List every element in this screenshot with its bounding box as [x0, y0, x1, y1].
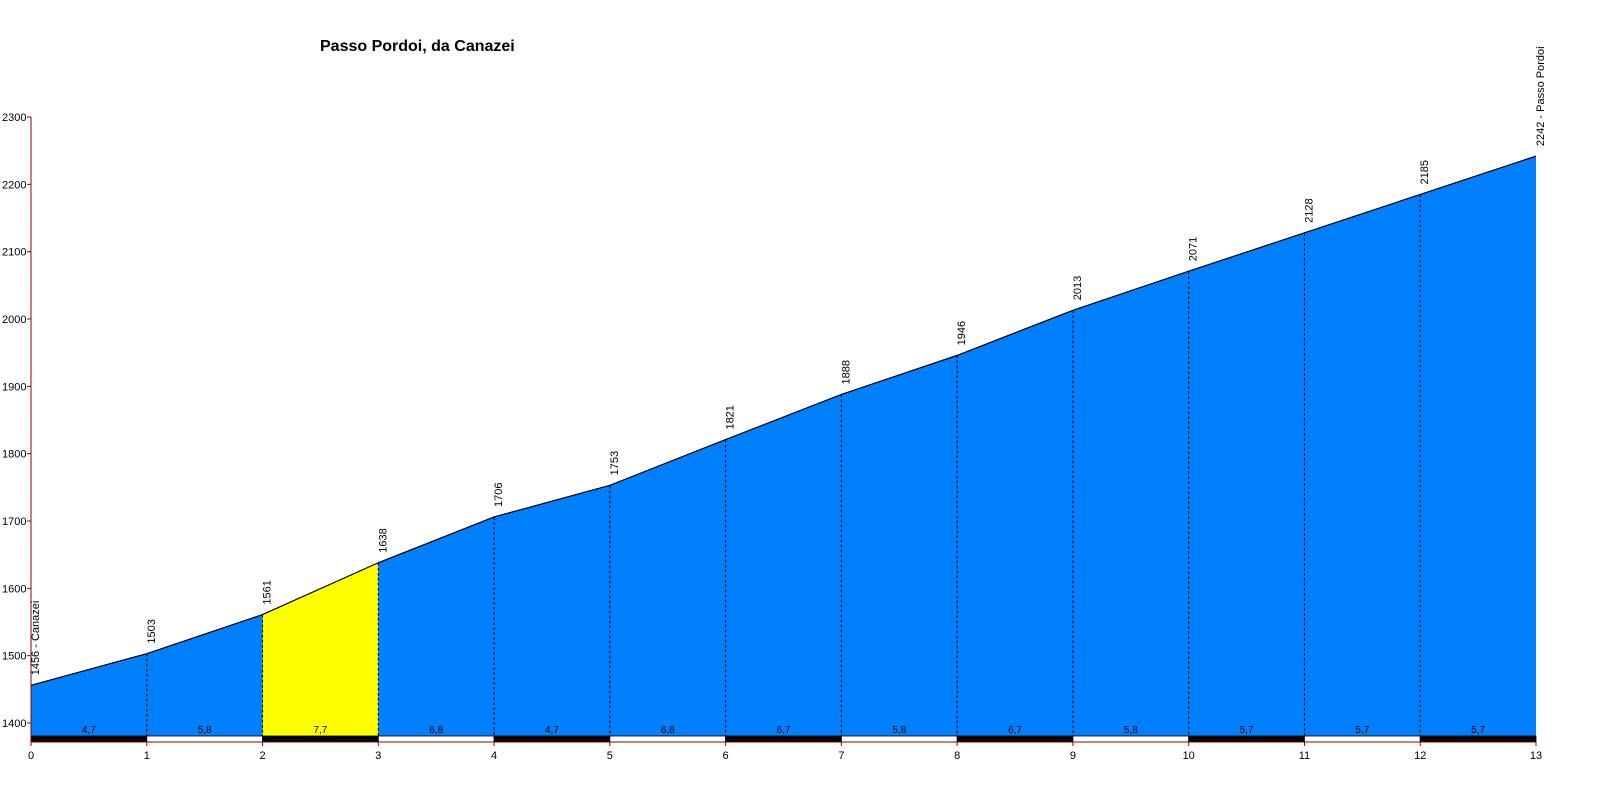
gradient-bar-segment-7 — [840, 735, 958, 743]
x-tick-label-7: 7 — [838, 750, 844, 762]
segment-fill-5 — [609, 439, 726, 736]
chart-title: Passo Pordoi, da Canazei — [320, 38, 515, 55]
elevation-label-13: 2242 - Passo Pordoi — [1535, 46, 1547, 146]
gradient-label-9: 5,8 — [1124, 725, 1138, 736]
y-tick-label-1: 1500 — [2, 651, 26, 663]
segment-fill-2 — [262, 562, 379, 736]
y-tick-label-2: 1600 — [2, 583, 26, 595]
elevation-label-7: 1888 — [840, 360, 852, 384]
elevation-label-2: 1561 — [262, 580, 274, 604]
y-tick-label-9: 2300 — [2, 112, 26, 124]
x-tick-label-6: 6 — [723, 750, 729, 762]
gradient-bar-segment-6 — [725, 735, 842, 743]
gradient-bar-segment-12 — [1419, 735, 1537, 743]
gradient-bar-segment-2 — [262, 735, 379, 743]
x-tick-label-3: 3 — [375, 750, 381, 762]
y-tick-label-7: 2100 — [2, 247, 26, 259]
gradient-label-12: 5,7 — [1471, 725, 1485, 736]
elevation-label-9: 2013 — [1072, 276, 1084, 300]
gradient-label-10: 5,7 — [1240, 725, 1254, 736]
gradient-bar-segment-1 — [146, 735, 263, 743]
gradient-bar-segment-0 — [30, 735, 148, 743]
x-tick-label-13: 13 — [1530, 750, 1542, 762]
gradient-label-0: 4,7 — [82, 725, 96, 736]
gradient-bar-segment-10 — [1188, 735, 1305, 743]
y-tick-label-5: 1900 — [2, 381, 26, 393]
segment-fill-11 — [1304, 194, 1421, 737]
gradient-bar-segment-9 — [1072, 735, 1190, 743]
segment-fill-9 — [1072, 271, 1189, 736]
gradient-bar-segment-8 — [956, 735, 1074, 743]
gradient-label-1: 5,8 — [198, 725, 212, 736]
profile-outline — [30, 155, 1537, 686]
segment-fills — [31, 156, 1537, 737]
elevation-label-5: 1753 — [609, 451, 621, 475]
segment-fill-4 — [494, 485, 610, 736]
gradient-bar — [30, 735, 1537, 743]
segment-fill-1 — [146, 614, 263, 736]
x-tick-label-1: 1 — [144, 750, 150, 762]
gradient-label-6: 6,7 — [777, 725, 791, 736]
segment-fill-8 — [957, 310, 1073, 736]
elevation-label-8: 1946 — [956, 321, 968, 345]
y-tick-label-8: 2200 — [2, 179, 26, 191]
gradient-label-2: 7,7 — [313, 725, 327, 736]
x-tick-label-5: 5 — [607, 750, 613, 762]
elevation-label-4: 1706 — [493, 482, 505, 506]
segment-fill-12 — [1420, 156, 1537, 736]
y-tick-label-4: 1800 — [2, 449, 26, 461]
gradient-label-5: 6,8 — [661, 725, 675, 736]
labels: 4,7 5,8 7,7 6,8 4,7 6,8 6,7 5,8 6,7 5,8 5,7 5,7 5,7 1… — [30, 46, 1547, 736]
segment-fill-0 — [31, 653, 147, 736]
gradient-label-3: 6,8 — [429, 725, 443, 736]
gradient-bar-segment-5 — [609, 735, 727, 743]
segment-fill-7 — [841, 355, 958, 736]
x-tick-label-4: 4 — [491, 750, 497, 762]
segment-fill-6 — [725, 394, 842, 736]
elevation-label-6: 1821 — [725, 405, 737, 429]
km-dividers — [146, 194, 1421, 736]
gradient-label-7: 5,8 — [892, 725, 906, 736]
gradient-label-11: 5,7 — [1355, 725, 1369, 736]
gradient-bar-segment-11 — [1304, 735, 1421, 743]
gradient-bar-segment-4 — [493, 735, 611, 743]
segment-fill-3 — [378, 516, 495, 736]
elevation-label-0: 1456 - Canazei — [30, 601, 42, 676]
profile-line — [30, 155, 1537, 686]
y-tick-label-6: 2000 — [2, 314, 26, 326]
x-tick-label-10: 10 — [1183, 750, 1195, 762]
gradient-label-8: 6,7 — [1008, 725, 1022, 736]
elevation-label-11: 2128 — [1303, 198, 1315, 222]
gradient-bar-segment-3 — [377, 735, 495, 743]
x-tick-label-8: 8 — [954, 750, 960, 762]
gradient-label-4: 4,7 — [545, 725, 559, 736]
elevation-label-10: 2071 — [1188, 237, 1200, 261]
segment-fill-10 — [1188, 232, 1305, 737]
elevation-label-12: 2185 — [1419, 160, 1431, 184]
x-tick-label-9: 9 — [1070, 750, 1076, 762]
y-tick-label-3: 1700 — [2, 516, 26, 528]
elevation-label-3: 1638 — [377, 528, 389, 552]
axes: 1400150016001700180019002000210022002300… — [2, 112, 1542, 762]
x-tick-label-2: 2 — [259, 750, 265, 762]
elevation-label-1: 1503 — [146, 619, 158, 643]
x-tick-label-0: 0 — [28, 750, 34, 762]
y-tick-label-0: 1400 — [2, 718, 26, 730]
x-tick-label-12: 12 — [1414, 750, 1426, 762]
x-tick-label-11: 11 — [1299, 750, 1310, 762]
